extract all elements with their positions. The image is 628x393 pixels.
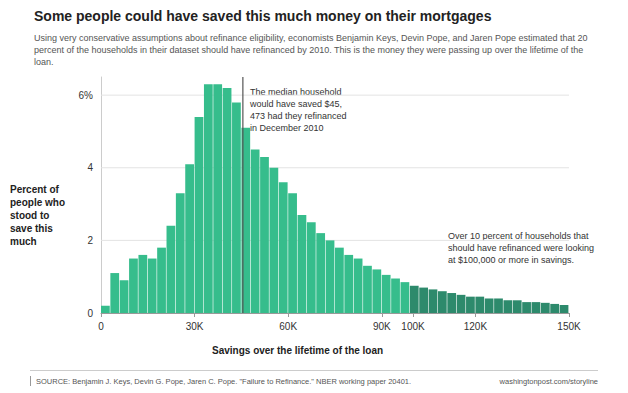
svg-text:should have refinanced were lo: should have refinanced were looking bbox=[448, 243, 597, 253]
svg-text:2: 2 bbox=[87, 235, 93, 246]
svg-text:washingtonpost.com/storyline: washingtonpost.com/storyline bbox=[499, 377, 598, 386]
svg-text:people who: people who bbox=[10, 197, 68, 208]
svg-text:Some people could have saved t: Some people could have saved this much m… bbox=[34, 8, 492, 24]
svg-text:much: much bbox=[10, 236, 37, 247]
svg-text:30K: 30K bbox=[186, 321, 204, 332]
svg-text:60K: 60K bbox=[279, 321, 297, 332]
svg-text:at $100,000 or more in savings: at $100,000 or more in savings. bbox=[448, 255, 574, 265]
svg-text:percent of the households in t: percent of the households in their datas… bbox=[34, 45, 586, 55]
svg-text:150K: 150K bbox=[557, 321, 581, 332]
svg-text:Percent of: Percent of bbox=[10, 184, 62, 195]
svg-text:save this: save this bbox=[10, 223, 56, 234]
svg-text:The median household: The median household bbox=[250, 87, 345, 97]
svg-text:loan.: loan. bbox=[34, 57, 54, 67]
svg-text:Savings over the lifetime of t: Savings over the lifetime of the loan bbox=[212, 345, 383, 356]
svg-text:0: 0 bbox=[87, 308, 93, 319]
svg-text:Using very conservative assump: Using very conservative assumptions abou… bbox=[34, 33, 590, 43]
svg-text:120K: 120K bbox=[464, 321, 488, 332]
svg-text:stood to: stood to bbox=[10, 210, 52, 221]
svg-text:in December 2010: in December 2010 bbox=[250, 123, 324, 133]
svg-text:473 had they refinanced: 473 had they refinanced bbox=[250, 111, 349, 121]
svg-text:Over 10 percent of households: Over 10 percent of households that bbox=[448, 231, 591, 241]
svg-text:0: 0 bbox=[98, 321, 104, 332]
svg-text:90K: 90K bbox=[373, 321, 391, 332]
svg-text:100K: 100K bbox=[401, 321, 425, 332]
svg-text:SOURCE: Benjamin J. Keys, Devi: SOURCE: Benjamin J. Keys, Devin G. Pope,… bbox=[36, 377, 411, 386]
svg-text:6%: 6% bbox=[79, 90, 94, 101]
svg-text:4: 4 bbox=[87, 162, 93, 173]
svg-text:would have saved $45,: would have saved $45, bbox=[249, 99, 342, 109]
